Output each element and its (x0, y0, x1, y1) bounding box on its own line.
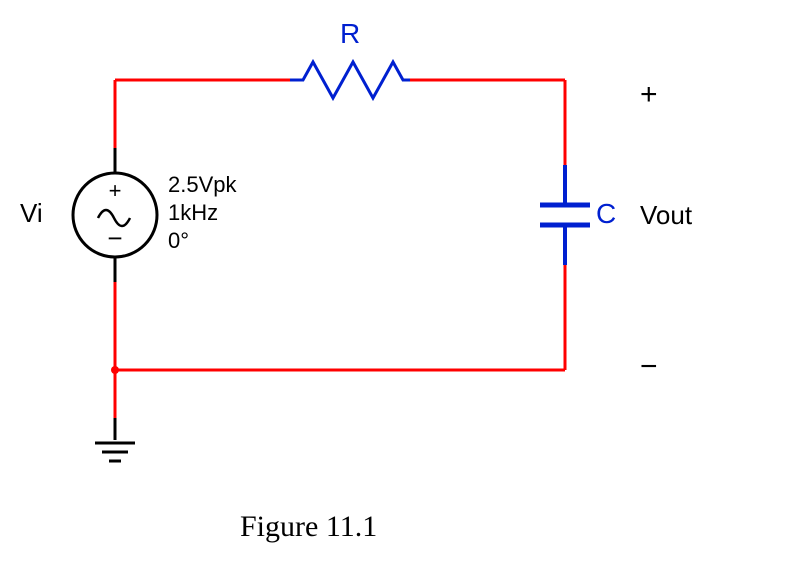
output-plus: + (640, 78, 658, 112)
svg-text:+: + (109, 178, 122, 203)
source-phase: 0° (168, 228, 189, 254)
capacitor-label: C (596, 198, 616, 230)
output-label: Vout (640, 200, 692, 231)
capacitor (540, 165, 590, 265)
figure-caption: Figure 11.1 (240, 510, 377, 544)
svg-text:−: − (107, 223, 122, 253)
circuit-diagram: + − (0, 0, 803, 572)
ground-symbol (95, 418, 135, 461)
source-label: Vi (20, 198, 43, 229)
source-frequency: 1kHz (168, 200, 218, 226)
source-amplitude: 2.5Vpk (168, 172, 237, 198)
ac-source: + − (73, 173, 157, 257)
output-minus: − (640, 350, 658, 384)
resistor-label: R (340, 18, 360, 50)
resistor (290, 62, 410, 98)
wires (111, 80, 565, 440)
junction-dot (111, 366, 119, 374)
